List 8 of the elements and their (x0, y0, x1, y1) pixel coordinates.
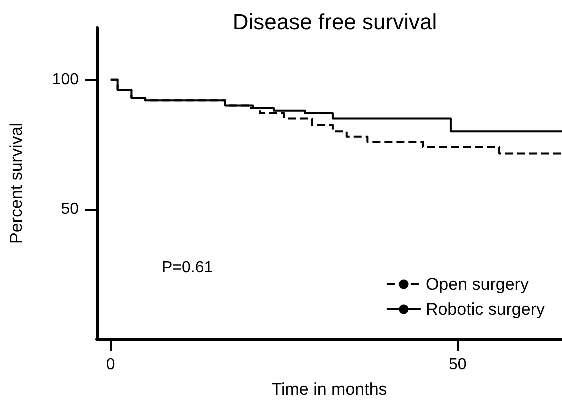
x-tick-label: 0 (106, 356, 116, 374)
annotation: P=0.61 (162, 260, 214, 276)
chart-title: Disease free survival (232, 10, 438, 34)
x-axis-title: Time in months (272, 380, 388, 399)
y-axis-title: Percent survival (7, 123, 26, 244)
legend-label: Open surgery (426, 275, 530, 294)
y-tick-label: 100 (52, 71, 80, 88)
legend-label: Robotic surgery (426, 300, 546, 319)
